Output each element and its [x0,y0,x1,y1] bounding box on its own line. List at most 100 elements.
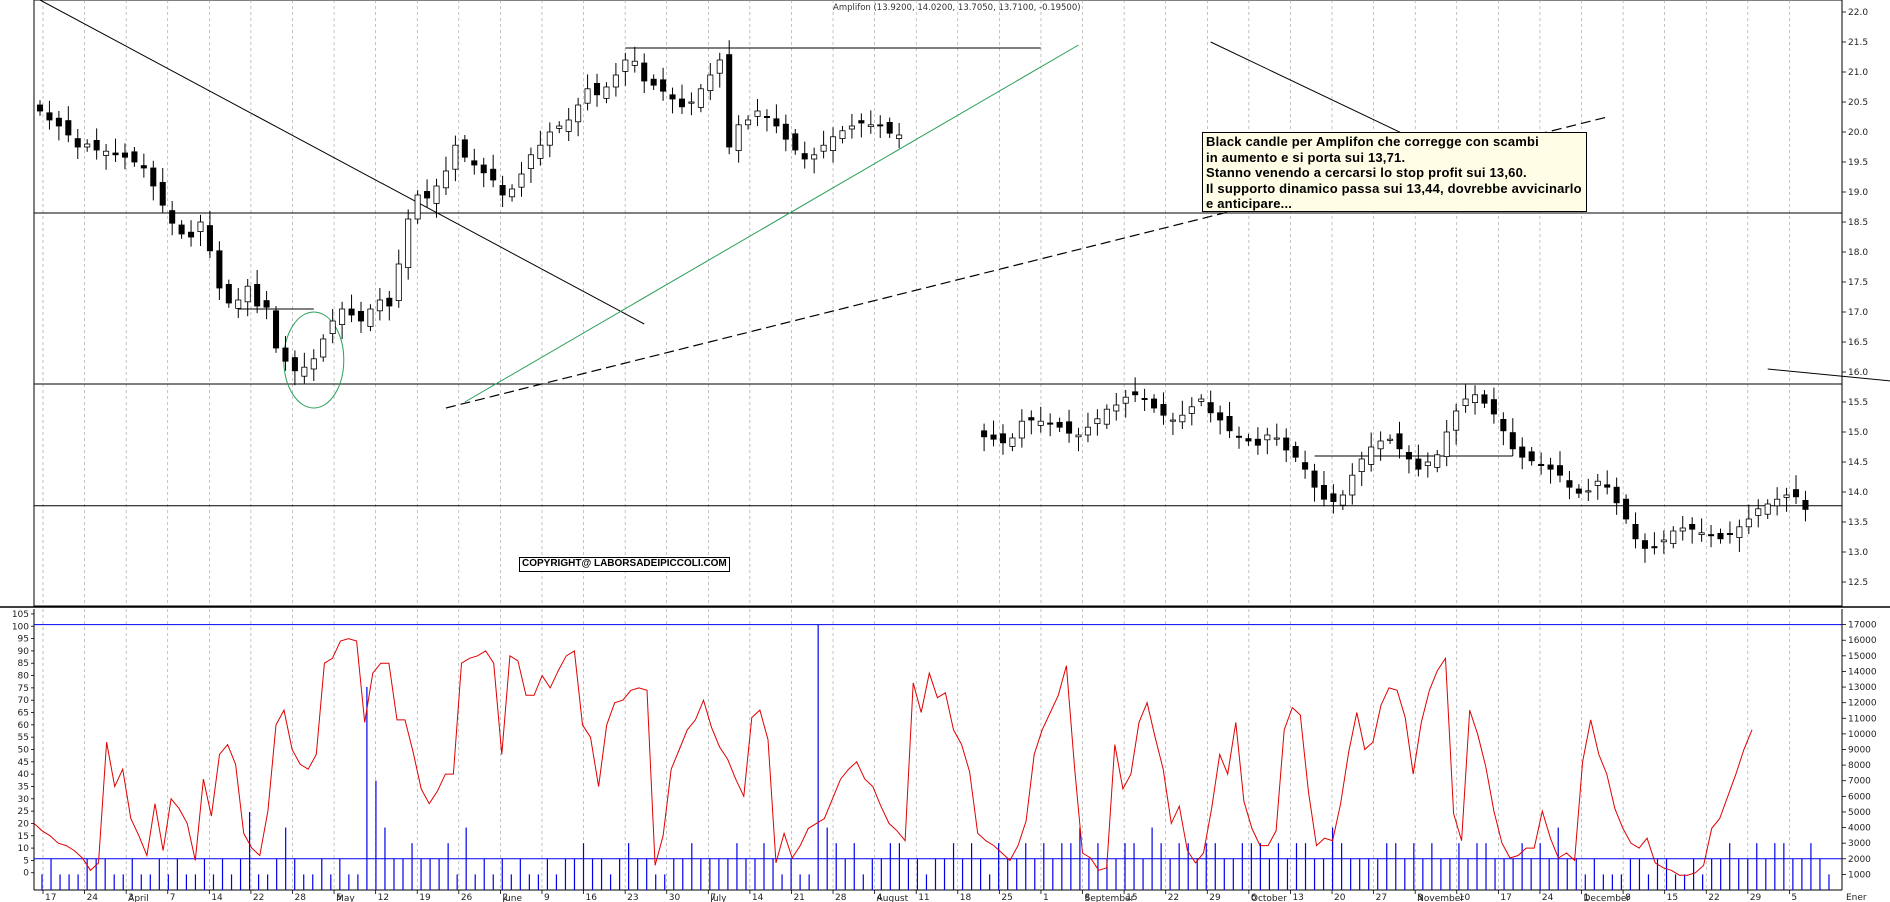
main-downtrend-line [39,0,645,325]
candle-body [584,88,591,104]
volume-tick-label: 3000 [1848,839,1871,849]
candle-body [1151,398,1158,409]
x-day-label: 29 [1750,893,1762,902]
price-tick-label: 14.5 [1848,458,1868,468]
price-tick-label: 15.5 [1848,398,1868,408]
candle-body [216,250,223,289]
volume-tick-label: 16000 [1848,636,1877,646]
candle-body [1320,484,1327,500]
candle-body [1462,398,1469,406]
osc-tick-label: 5 [23,856,29,866]
x-day-label: 3 [1417,893,1423,902]
volume-tick-label: 8000 [1848,761,1871,771]
candle-body [1575,488,1582,494]
candle-body [46,112,53,121]
candle-body [1217,412,1224,421]
candle-body [1009,437,1016,447]
candle-body [367,308,374,327]
price-tick-label: 18.5 [1848,218,1868,228]
osc-tick-label: 20 [18,819,30,829]
x-day-label: 30 [669,893,681,902]
x-day-label: 12 [378,893,389,902]
osc-tick-label: 45 [18,758,29,768]
osc-tick-label: 95 [18,635,29,645]
candle-body [1443,431,1450,458]
volume-tick-label: 12000 [1848,699,1877,709]
candle-body [1490,399,1497,415]
trendlines [39,0,1890,409]
candle-body [593,83,601,96]
candle-body [405,218,412,268]
x-day-label: 24 [1542,893,1554,902]
price-tick-label: 16.0 [1848,368,1868,378]
x-month-label: December [1584,894,1631,902]
price-tick-label: 12.5 [1848,578,1868,588]
candle-body [999,433,1006,444]
candle-body [886,122,893,134]
candle-body [433,185,440,204]
candle-body [140,165,147,169]
candle-body [773,118,780,127]
candle-body [1519,446,1526,458]
x-day-label: 2 [502,893,508,902]
x-axis-layer: 17 24 3 7 14 22 28 5 12 19 26 2 9 16 23 30 7 14 21 28 4 11 18 2… [42,890,1867,902]
candle-body [1623,498,1630,520]
candle-body [990,434,997,440]
sep-downtrend-line [1767,368,1890,382]
x-day-label: 14 [211,893,223,902]
candle-body [1717,533,1724,540]
x-day-label: 7 [710,893,716,902]
candle-body [74,138,81,148]
volume-tick-label: 7000 [1848,777,1871,787]
candle-body [612,74,619,88]
price-tick-label: 15.0 [1848,428,1868,438]
candle-body [688,101,695,104]
price-tick-label: 13.0 [1848,548,1868,558]
green-uptrend-line [464,44,1079,403]
price-tick-label: 21.5 [1848,38,1868,48]
candle-body [1113,404,1120,412]
volume-tick-label: 11000 [1848,714,1877,724]
price-tick-label: 20.5 [1848,98,1868,108]
x-day-label: 16 [586,893,598,902]
oscillator-line [33,638,1753,876]
candle-body [84,143,91,148]
candle-body [660,79,667,92]
candle-body [424,190,431,199]
candle-body [1679,527,1686,532]
candle-body [291,357,298,372]
candle-body [244,285,251,303]
candle-body [1311,470,1318,488]
candle-body [716,59,723,74]
candle-body [499,184,506,196]
candle-body [1188,406,1195,414]
candle-body [1226,415,1233,432]
candle-body [1651,546,1658,549]
candle-body [93,139,100,151]
candle-body [565,119,572,132]
x-day-label: 28 [835,893,847,902]
volume-tick-label: 1000 [1848,870,1871,880]
x-day-label: 17 [45,893,56,902]
volume-tick-label: 13000 [1848,683,1877,693]
candle-body [1500,418,1507,432]
candle-body [1075,434,1082,438]
candle-body [782,123,789,140]
price-tick-label: 22.0 [1848,8,1868,18]
x-day-label: 18 [960,893,972,902]
candle-body [471,160,478,166]
x-day-label: 10 [1459,893,1471,902]
candle-body [556,125,563,129]
osc-tick-label: 85 [18,659,29,669]
candle-body [1538,463,1545,466]
candle-body [1018,420,1025,439]
annotation-line: Il supporto dinamico passa sui 13,44, do… [1206,180,1582,196]
candle-body [103,150,110,156]
candle-body [225,283,232,304]
candle-body [1755,508,1762,516]
candle-body [1660,539,1667,543]
candle-body [1556,465,1564,476]
candle-body [735,124,742,152]
candle-body [896,134,903,139]
